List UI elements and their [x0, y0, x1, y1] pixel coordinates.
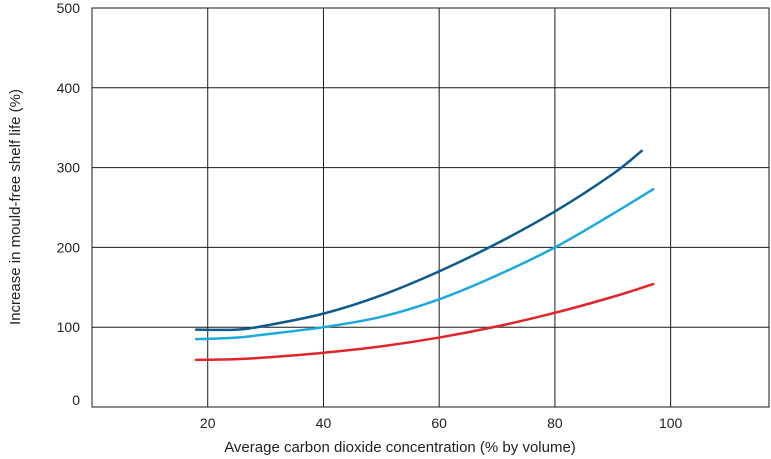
x-tick-label: 100 [659, 415, 683, 431]
plot-frame [91, 7, 770, 408]
y-tick-labels: 0 100 200 300 400 500 [57, 0, 81, 408]
series-lines [194, 149, 655, 362]
x-tick-label: 40 [316, 415, 332, 431]
x-tick-label: 60 [431, 415, 447, 431]
y-tick-label: 200 [57, 239, 81, 255]
y-tick-label: 500 [57, 0, 81, 16]
x-tick-labels: 20 40 60 80 100 [200, 415, 683, 431]
series-line-3 [194, 282, 655, 362]
y-axis-title: Increase in mould-free shelf life (%) [7, 89, 24, 325]
y-tick-label: 300 [57, 160, 81, 176]
y-tick-label: 400 [57, 80, 81, 96]
grid [92, 7, 769, 407]
y-tick-label: 100 [57, 319, 81, 335]
x-tick-label: 80 [547, 415, 563, 431]
x-axis-title: Average carbon dioxide concentration (% … [224, 439, 576, 456]
series-line-1 [194, 149, 643, 332]
series-line-2 [194, 187, 655, 341]
x-tick-label: 20 [200, 415, 216, 431]
y-tick-label: 0 [72, 392, 80, 408]
